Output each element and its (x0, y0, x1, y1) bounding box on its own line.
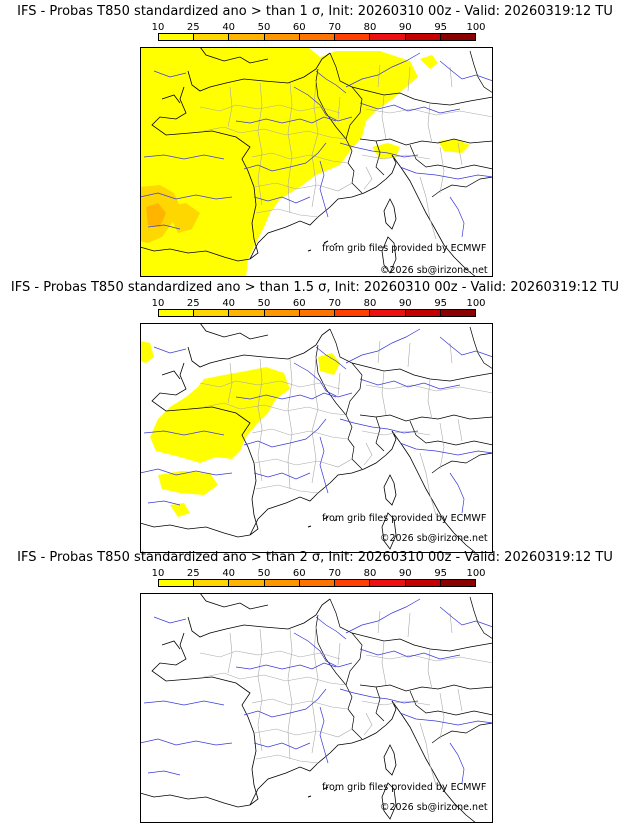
legend-tick: 70 (328, 298, 342, 309)
legend-swatch (229, 34, 265, 40)
legend-tick: 90 (398, 22, 412, 33)
probability-map (140, 323, 493, 553)
legend-tick: 60 (292, 22, 306, 33)
legend-swatch (264, 310, 300, 316)
legend-tick: 50 (257, 568, 271, 579)
copyright-credit: ©2026 sb@irizone.net (380, 533, 488, 544)
legend-tick: 40 (222, 568, 236, 579)
source-credit: from grib files provided by ECMWF (322, 513, 487, 524)
legend-tick: 60 (292, 298, 306, 309)
legend-tick: 90 (398, 298, 412, 309)
legend-tick: 10 (151, 568, 165, 579)
legend-tick: 80 (363, 22, 377, 33)
legend-swatch (194, 580, 230, 586)
legend-swatch (229, 310, 265, 316)
legend-tick: 25 (186, 568, 200, 579)
legend-swatch (370, 34, 406, 40)
legend-swatch (299, 580, 336, 586)
legend-colorbar (158, 309, 476, 317)
legend-tick: 70 (328, 568, 342, 579)
legend-swatch (335, 580, 371, 586)
legend-swatch (440, 34, 475, 40)
probability-legend: 10 25 40 50 60 70 80 90 95 100 (152, 298, 486, 318)
legend-swatch (299, 310, 336, 316)
legend-tick: 95 (434, 298, 448, 309)
legend-swatch (335, 34, 371, 40)
legend-tick: 70 (328, 22, 342, 33)
source-credit: from grib files provided by ECMWF (322, 243, 487, 254)
legend-swatch (370, 310, 406, 316)
legend-swatch (405, 310, 441, 316)
probability-map (140, 593, 493, 823)
copyright-credit: ©2026 sb@irizone.net (380, 265, 488, 276)
legend-tick: 80 (363, 298, 377, 309)
legend-swatch (405, 580, 441, 586)
legend-swatch (440, 580, 475, 586)
legend-tick: 50 (257, 298, 271, 309)
legend-tick: 95 (434, 22, 448, 33)
legend-tick: 40 (222, 298, 236, 309)
probability-legend: 10 25 40 50 60 70 80 90 95 100 (152, 22, 486, 42)
legend-swatch (194, 34, 230, 40)
panel-1sigma: IFS - Probas T850 standardized ano > tha… (0, 0, 630, 277)
copyright-credit: ©2026 sb@irizone.net (380, 802, 488, 813)
legend-swatch (299, 34, 336, 40)
legend-swatch (159, 310, 195, 316)
legend-swatch (159, 580, 195, 586)
legend-tick: 25 (186, 22, 200, 33)
legend-swatch (440, 310, 475, 316)
probability-legend: 10 25 40 50 60 70 80 90 95 100 (152, 568, 486, 588)
source-credit: from grib files provided by ECMWF (322, 782, 487, 793)
probability-fill-10-25 (140, 341, 340, 517)
legend-swatch (264, 34, 300, 40)
legend-tick: 10 (151, 298, 165, 309)
legend-tick: 100 (466, 568, 486, 579)
legend-swatch (370, 580, 406, 586)
probability-map (140, 47, 493, 277)
legend-tick: 25 (186, 298, 200, 309)
panel-title: IFS - Probas T850 standardized ano > tha… (10, 280, 620, 295)
legend-swatch (194, 310, 230, 316)
panel-title: IFS - Probas T850 standardized ano > tha… (17, 4, 613, 19)
legend-swatch (229, 580, 265, 586)
legend-swatch (335, 310, 371, 316)
panel-1-5sigma: IFS - Probas T850 standardized ano > tha… (0, 276, 630, 553)
legend-colorbar (158, 33, 476, 41)
legend-tick: 50 (257, 22, 271, 33)
legend-tick: 80 (363, 568, 377, 579)
panel-2sigma: IFS - Probas T850 standardized ano > tha… (0, 546, 630, 823)
probability-fill-40-50 (146, 203, 166, 227)
legend-tick: 95 (434, 568, 448, 579)
legend-tick: 90 (398, 568, 412, 579)
legend-swatch (159, 34, 195, 40)
legend-swatch (405, 34, 441, 40)
legend-colorbar (158, 579, 476, 587)
legend-tick: 100 (466, 298, 486, 309)
legend-swatch (264, 580, 300, 586)
legend-tick: 100 (466, 22, 486, 33)
probability-fill-10-25 (140, 47, 470, 277)
legend-tick: 40 (222, 22, 236, 33)
legend-tick: 60 (292, 568, 306, 579)
legend-tick: 10 (151, 22, 165, 33)
panel-title: IFS - Probas T850 standardized ano > tha… (17, 550, 613, 565)
